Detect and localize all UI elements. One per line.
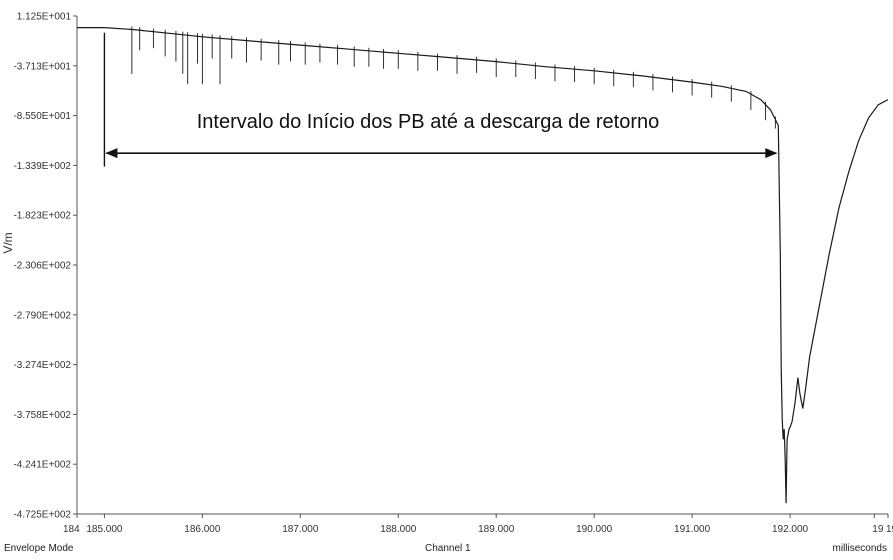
y-tick-label: -1.823E+002 — [13, 211, 71, 222]
x-tick-label: 19 — [872, 524, 884, 535]
mode-label: Envelope Mode — [4, 543, 74, 554]
signal-trace — [77, 27, 889, 504]
x-tick-label: 188.000 — [380, 524, 417, 535]
channel-label: Channel 1 — [425, 543, 471, 554]
y-axis-label: V/m — [1, 232, 15, 253]
y-tick-label: -4.725E+002 — [13, 510, 71, 521]
x-axis-ticks: 184 185.000 186.000 187.000 188.000 189.000 19… — [63, 514, 893, 535]
x-tick-label: 187.000 — [282, 524, 319, 535]
y-tick-label: -2.306E+002 — [13, 261, 71, 272]
x-tick-label: 193 — [886, 524, 893, 535]
x-tick-label: 189.000 — [478, 524, 515, 535]
x-tick-label: 192.000 — [772, 524, 809, 535]
x-tick-label: 191.000 — [674, 524, 711, 535]
y-tick-label: 1.125E+001 — [17, 12, 72, 23]
y-tick-label: -3.713E+001 — [13, 61, 71, 72]
x-tick-label: 186.000 — [184, 524, 221, 535]
y-tick-label: -3.274E+002 — [13, 360, 71, 371]
interval-annotation: Intervalo do Início dos PB até a descarg… — [197, 111, 660, 133]
y-axis-ticks: 1.125E+001 -3.713E+001 -8.550E+001 -1.339E+… — [13, 12, 77, 521]
x-unit-label: milliseconds — [832, 543, 887, 554]
y-tick-label: -4.241E+002 — [13, 460, 71, 471]
y-tick-label: -2.790E+002 — [13, 310, 71, 321]
y-tick-label: -8.550E+001 — [13, 111, 71, 122]
y-tick-label: -3.758E+002 — [13, 410, 71, 421]
interval-marker — [103, 32, 778, 167]
interval-arrow-left-head — [105, 148, 118, 159]
y-tick-label: -1.339E+002 — [13, 161, 71, 172]
interval-arrow-right-head — [765, 148, 778, 159]
x-tick-label: 190.000 — [576, 524, 613, 535]
x-tick-label: 185.000 — [86, 524, 123, 535]
x-tick-label: 184 — [63, 524, 80, 535]
